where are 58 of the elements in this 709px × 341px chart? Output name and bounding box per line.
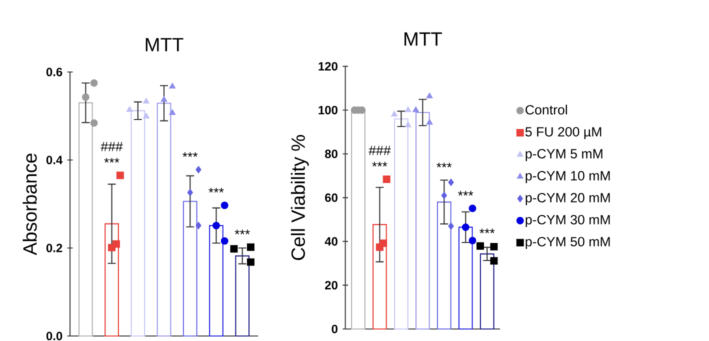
legend-label: p-CYM 5 mM xyxy=(526,149,602,162)
point xyxy=(246,258,254,266)
point xyxy=(142,112,150,118)
legend-label: p-CYM 50 mM xyxy=(526,236,610,250)
legend-label: p-CYM 10 mM xyxy=(526,171,610,184)
point xyxy=(220,237,228,245)
point xyxy=(169,82,176,89)
bar xyxy=(415,112,430,330)
y-tick-label: 40 xyxy=(324,237,338,246)
annotation: *** xyxy=(182,152,198,157)
y-axis-title: Cell Viability % xyxy=(290,135,309,260)
chart-title: MTT xyxy=(146,38,184,52)
bar xyxy=(480,253,494,330)
annotation: ### xyxy=(100,142,123,152)
y-tick-label: 120 xyxy=(318,62,338,71)
bar xyxy=(458,226,473,330)
annotation: ### xyxy=(368,146,391,155)
bar xyxy=(235,255,250,337)
bar xyxy=(351,110,366,330)
point xyxy=(90,79,98,87)
y-tick-label: 0 xyxy=(332,324,338,334)
annotation: *** xyxy=(372,162,388,167)
bar xyxy=(156,102,172,337)
bar xyxy=(78,102,93,337)
y-tick-label: 80 xyxy=(324,150,338,158)
bar xyxy=(372,224,387,330)
annotation: *** xyxy=(234,230,250,234)
y-axis-title: Absorbance xyxy=(22,154,37,256)
point xyxy=(196,166,202,174)
point xyxy=(116,172,124,180)
y-tick-label: 60 xyxy=(325,193,338,202)
bar xyxy=(182,200,198,337)
annotation: *** xyxy=(480,228,495,234)
bar xyxy=(394,118,408,330)
legend-label: p-CYM 30 mM xyxy=(526,214,610,228)
point xyxy=(246,243,254,251)
annotation: *** xyxy=(436,162,452,168)
legend-label: Control xyxy=(526,104,567,115)
bar xyxy=(436,201,452,330)
point xyxy=(169,109,176,115)
y-tick-label: 0.2 xyxy=(46,244,62,252)
y-tick-label: 100 xyxy=(318,106,338,114)
annotation: *** xyxy=(104,158,120,163)
point xyxy=(220,202,228,210)
legend-label: 5 FU 200 µM xyxy=(525,127,602,140)
point xyxy=(142,98,150,104)
legend-label: p-CYM 20 mM xyxy=(526,193,610,206)
annotation: *** xyxy=(208,188,224,193)
y-tick-label: 0.0 xyxy=(46,332,62,340)
y-tick-label: 20 xyxy=(325,280,338,290)
chart-title: MTT xyxy=(404,32,442,46)
y-tick-label: 0.6 xyxy=(46,68,62,76)
point xyxy=(196,222,202,230)
annotation: *** xyxy=(458,190,474,196)
bar xyxy=(209,225,224,337)
y-tick-label: 0.4 xyxy=(46,156,63,164)
point xyxy=(90,119,98,127)
bar xyxy=(104,223,119,337)
